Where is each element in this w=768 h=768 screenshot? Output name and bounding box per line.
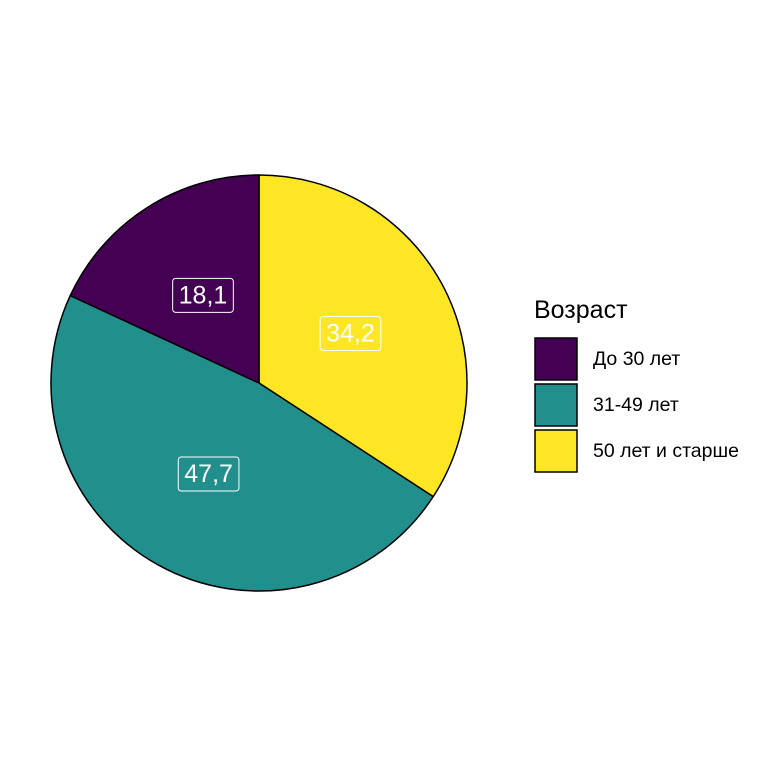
slice-value-label: 47,7 bbox=[184, 460, 233, 488]
pie-slice-3 bbox=[69, 174, 260, 384]
slice-label-1: 34,2 bbox=[319, 315, 382, 351]
legend-item-1: До 30 лет bbox=[534, 337, 680, 381]
legend: Возраст До 30 лет 31-49 лет 50 лет и старш… bbox=[534, 296, 739, 473]
slice-label-box bbox=[172, 277, 234, 313]
legend-label: 31-49 лет bbox=[593, 394, 679, 416]
slice-label-box bbox=[319, 315, 382, 351]
slice-label-3: 18,1 bbox=[172, 277, 234, 313]
legend-item-3: 50 лет и старше bbox=[534, 429, 739, 473]
legend-items: До 30 лет 31-49 лет 50 лет и старше bbox=[534, 337, 739, 473]
slice-labels: 34,2 47,7 18,1 bbox=[172, 277, 382, 492]
legend-label: 50 лет и старше bbox=[593, 440, 739, 462]
legend-title: Возраст bbox=[534, 296, 628, 324]
legend-item-2: 31-49 лет bbox=[534, 383, 679, 427]
slice-value-label: 18,1 bbox=[179, 281, 228, 309]
pie-slice-2 bbox=[50, 294, 434, 592]
pie-slices bbox=[50, 174, 468, 592]
legend-swatch bbox=[534, 383, 578, 427]
slice-value-label: 34,2 bbox=[326, 319, 375, 347]
legend-label: До 30 лет bbox=[593, 348, 680, 370]
legend-swatch bbox=[534, 337, 578, 381]
slice-label-box bbox=[177, 456, 240, 492]
legend-swatch bbox=[534, 429, 578, 473]
slice-label-2: 47,7 bbox=[177, 456, 240, 492]
